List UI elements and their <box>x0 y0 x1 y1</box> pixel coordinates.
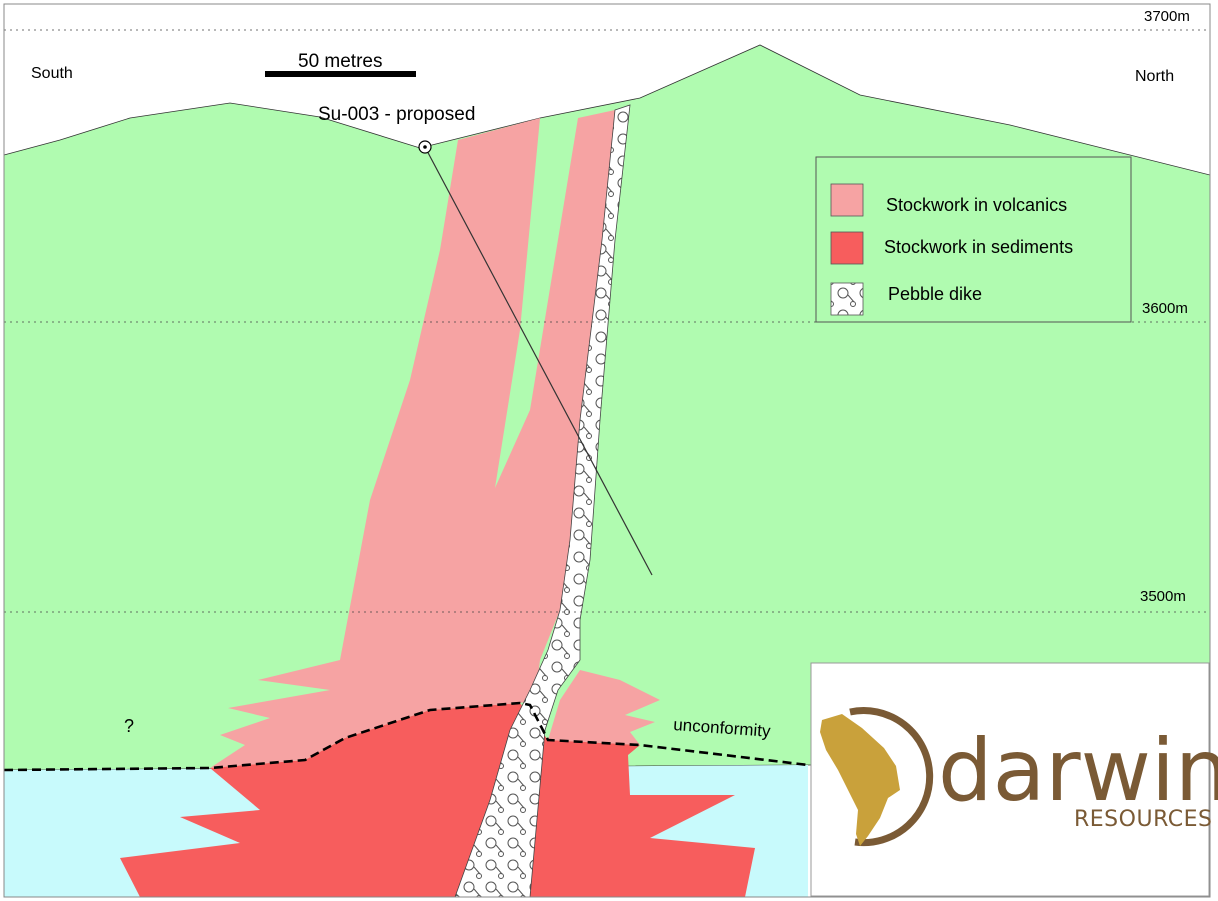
section-frame <box>3 3 1211 898</box>
south-america-icon <box>820 714 900 846</box>
question-mark: ? <box>124 716 134 736</box>
unconformity-line <box>3 701 809 772</box>
legend-swatch-pebble-dike <box>830 282 864 316</box>
stockwork-in-volcanics <box>210 110 615 768</box>
logo-wordmark: darwin <box>938 721 1218 821</box>
legend-swatch-sediments <box>830 231 864 265</box>
legend: Stockwork in volcanics Stockwork in sedi… <box>815 156 1132 323</box>
logo-d-arc-icon <box>849 707 934 847</box>
stockwork-in-sediments <box>120 703 755 897</box>
drillhole-trace <box>424 146 653 576</box>
stockwork-in-volcanics-north-lobe <box>548 670 660 745</box>
elevation-3600-label: 3600m <box>1142 300 1188 317</box>
south-label: South <box>31 65 73 82</box>
north-label: North <box>1135 68 1174 85</box>
legend-label-volcanics: Stockwork in volcanics <box>886 195 1067 215</box>
legend-label-sediments: Stockwork in sediments <box>884 237 1073 257</box>
drillhole-label: Su-003 - proposed <box>318 104 475 125</box>
elevation-3700-label: 3700m <box>1144 8 1190 25</box>
elevation-3500-label: 3500m <box>1140 588 1186 605</box>
logo-subtitle: RESOURCES <box>1074 807 1213 832</box>
legend-swatch-volcanics <box>830 183 864 217</box>
scale-label: 50 metres <box>298 51 382 72</box>
darwin-logo: darwin RESOURCES <box>810 662 1218 897</box>
legend-label-pebble-dike: Pebble dike <box>888 284 982 304</box>
